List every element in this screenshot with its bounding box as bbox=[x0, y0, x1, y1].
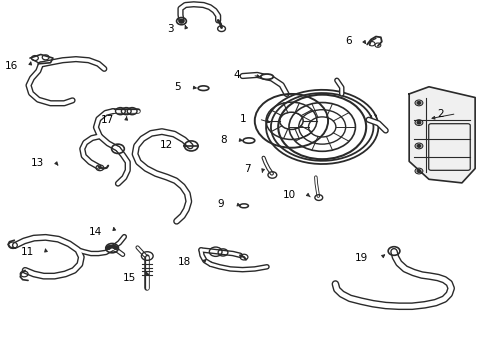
Circle shape bbox=[107, 246, 111, 249]
Ellipse shape bbox=[243, 138, 255, 143]
Circle shape bbox=[179, 19, 184, 23]
Text: 5: 5 bbox=[174, 82, 180, 93]
Text: 11: 11 bbox=[21, 247, 34, 257]
Ellipse shape bbox=[198, 86, 209, 90]
Circle shape bbox=[111, 245, 115, 248]
Circle shape bbox=[417, 170, 421, 172]
Text: 4: 4 bbox=[234, 70, 240, 80]
Text: 14: 14 bbox=[89, 227, 102, 237]
Text: 10: 10 bbox=[283, 190, 296, 200]
Circle shape bbox=[109, 245, 113, 248]
Text: 3: 3 bbox=[168, 24, 174, 34]
Text: 18: 18 bbox=[178, 257, 191, 267]
Circle shape bbox=[417, 102, 421, 104]
Text: 16: 16 bbox=[4, 61, 18, 71]
Circle shape bbox=[108, 246, 112, 248]
Text: 15: 15 bbox=[123, 273, 137, 283]
Text: 7: 7 bbox=[244, 164, 251, 174]
Text: 6: 6 bbox=[345, 36, 351, 46]
Circle shape bbox=[114, 247, 118, 249]
Circle shape bbox=[417, 144, 421, 147]
Circle shape bbox=[112, 246, 116, 248]
Text: 12: 12 bbox=[159, 140, 172, 150]
Circle shape bbox=[417, 121, 421, 124]
Polygon shape bbox=[409, 87, 475, 183]
Circle shape bbox=[106, 247, 110, 249]
Ellipse shape bbox=[240, 204, 248, 208]
Ellipse shape bbox=[261, 74, 273, 80]
Text: 1: 1 bbox=[240, 114, 246, 124]
Circle shape bbox=[114, 246, 117, 249]
Text: 8: 8 bbox=[220, 135, 226, 145]
Text: 9: 9 bbox=[218, 199, 224, 210]
Text: 13: 13 bbox=[30, 158, 44, 168]
Text: 2: 2 bbox=[438, 109, 444, 119]
Text: 17: 17 bbox=[101, 115, 114, 125]
Text: 19: 19 bbox=[355, 253, 368, 263]
